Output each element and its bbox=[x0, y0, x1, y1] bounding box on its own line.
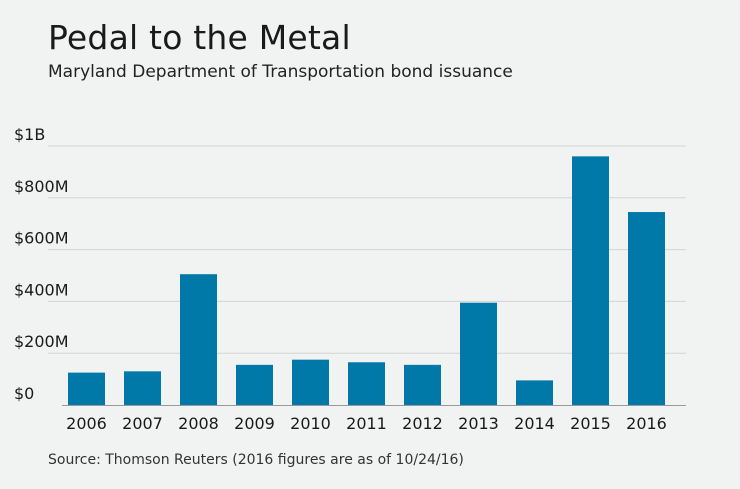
bar-2010 bbox=[292, 359, 329, 405]
bars bbox=[68, 156, 665, 405]
chart-subtitle: Maryland Department of Transportation bo… bbox=[48, 62, 513, 82]
x-tick-label: 2008 bbox=[178, 414, 219, 433]
bar-2008 bbox=[180, 274, 217, 405]
y-tick-label: $600M bbox=[14, 229, 69, 248]
y-tick-label: $0 bbox=[14, 384, 34, 403]
x-tick-label: 2013 bbox=[458, 414, 499, 433]
x-tick-label: 2011 bbox=[346, 414, 387, 433]
source-note: Source: Thomson Reuters (2016 figures ar… bbox=[48, 452, 464, 468]
bar-2016 bbox=[628, 212, 665, 405]
bar-2006 bbox=[68, 372, 105, 405]
x-tick-label: 2014 bbox=[514, 414, 555, 433]
x-tick-label: 2012 bbox=[402, 414, 443, 433]
x-tick-label: 2009 bbox=[234, 414, 275, 433]
bar-2015 bbox=[572, 156, 609, 405]
bar-2012 bbox=[404, 364, 441, 405]
y-tick-label: $200M bbox=[14, 332, 69, 351]
x-tick-label: 2015 bbox=[570, 414, 611, 433]
x-tick-label: 2010 bbox=[290, 414, 331, 433]
bar-2011 bbox=[348, 362, 385, 405]
bar-2014 bbox=[516, 380, 553, 405]
x-tick-label: 2007 bbox=[122, 414, 163, 433]
y-tick-label: $800M bbox=[14, 177, 69, 196]
y-axis-tick-labels: $0 $200M $400M $600M $800M $1B bbox=[14, 125, 69, 403]
bar-2013 bbox=[460, 302, 497, 405]
bar-2007 bbox=[124, 371, 161, 405]
x-axis-tick-labels: 2006 2007 2008 2009 2010 2011 2012 2013 2014 2015… bbox=[66, 414, 667, 433]
x-tick-label: 2006 bbox=[66, 414, 107, 433]
y-tick-label: $1B bbox=[14, 125, 45, 144]
y-tick-label: $400M bbox=[14, 280, 69, 299]
x-tick-label: 2016 bbox=[626, 414, 667, 433]
bar-2009 bbox=[236, 364, 273, 405]
chart-title: Pedal to the Metal bbox=[48, 18, 351, 57]
